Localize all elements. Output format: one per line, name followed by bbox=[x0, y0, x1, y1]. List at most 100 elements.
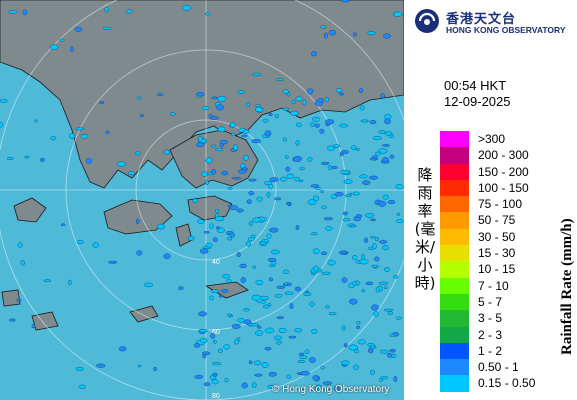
rain-echo bbox=[370, 218, 376, 222]
rain-echo bbox=[379, 240, 388, 244]
legend-label: 0.50 - 1 bbox=[478, 360, 519, 375]
rain-echo bbox=[40, 157, 45, 162]
rain-echo bbox=[317, 98, 325, 103]
rain-echo bbox=[349, 224, 357, 228]
rain-echo bbox=[285, 166, 291, 172]
rain-echo bbox=[324, 305, 330, 309]
rain-echo bbox=[378, 281, 389, 285]
legend-label: 2 - 3 bbox=[478, 327, 503, 342]
rain-echo bbox=[343, 343, 348, 348]
rain-echo bbox=[358, 88, 364, 93]
rain-echo bbox=[331, 165, 338, 170]
rain-echo bbox=[282, 137, 287, 142]
rain-echo bbox=[274, 335, 282, 340]
rain-echo bbox=[237, 169, 248, 174]
rain-echo bbox=[312, 375, 319, 381]
rain-echo bbox=[323, 217, 333, 221]
rain-echo bbox=[246, 199, 252, 204]
rain-echo bbox=[302, 99, 307, 106]
rain-echo bbox=[276, 285, 286, 289]
rain-echo bbox=[307, 157, 313, 162]
rain-echo bbox=[353, 349, 359, 354]
rain-echo bbox=[163, 253, 171, 259]
legend-label: 1 - 2 bbox=[478, 343, 503, 358]
rain-echo bbox=[382, 157, 389, 162]
rain-echo bbox=[365, 281, 374, 286]
rain-echo bbox=[282, 107, 290, 111]
rain-echo bbox=[267, 257, 277, 262]
rain-echo bbox=[384, 308, 394, 312]
rain-echo bbox=[367, 31, 376, 35]
rain-echo bbox=[117, 161, 126, 167]
rain-echo bbox=[104, 7, 110, 13]
rain-echo bbox=[315, 384, 322, 391]
rain-echo bbox=[153, 367, 157, 372]
rain-echo bbox=[156, 223, 165, 230]
rain-echo bbox=[227, 204, 232, 208]
rain-echo bbox=[372, 243, 377, 250]
rain-echo bbox=[50, 44, 59, 50]
rain-echo bbox=[321, 271, 331, 275]
rain-echo bbox=[243, 129, 249, 135]
rain-echo bbox=[255, 279, 264, 286]
rain-echo bbox=[251, 382, 257, 388]
rain-echo bbox=[201, 106, 210, 111]
rain-echo bbox=[231, 132, 236, 137]
rain-echo bbox=[320, 251, 328, 256]
rain-echo bbox=[211, 144, 217, 148]
rain-echo bbox=[213, 339, 217, 344]
legend-label: 7 - 10 bbox=[478, 278, 509, 293]
rain-echo bbox=[295, 96, 303, 102]
rain-echo bbox=[248, 178, 257, 182]
org-name-chinese: 香港天文台 bbox=[446, 12, 517, 27]
rain-echo bbox=[382, 194, 389, 200]
macau bbox=[13, 197, 47, 223]
rain-echo bbox=[34, 119, 39, 123]
radar-map: 40 60 80 © Hong Kong Observatory bbox=[0, 0, 404, 400]
org-name-english: HONG KONG OBSERVATORY bbox=[446, 25, 566, 35]
rain-echo bbox=[298, 352, 305, 356]
rain-echo bbox=[342, 218, 351, 222]
rain-echo bbox=[334, 192, 344, 197]
rain-echo bbox=[284, 282, 288, 286]
legend-swatch bbox=[440, 326, 469, 343]
rain-echo bbox=[359, 174, 368, 179]
rain-echo bbox=[312, 265, 319, 272]
legend-swatch bbox=[440, 147, 469, 164]
legend-label: 5 - 7 bbox=[478, 294, 503, 309]
rain-echo bbox=[352, 191, 360, 196]
rain-echo bbox=[255, 104, 262, 108]
rain-echo bbox=[215, 226, 221, 230]
rain-echo bbox=[50, 136, 57, 141]
rain-echo bbox=[288, 335, 297, 339]
legend-label: 0.15 - 0.50 bbox=[478, 376, 536, 391]
rain-echo bbox=[343, 179, 353, 184]
rain-echo bbox=[321, 205, 327, 210]
rain-echo bbox=[370, 235, 376, 239]
rain-echo bbox=[278, 327, 287, 334]
rain-echo bbox=[341, 0, 350, 3]
rain-echo bbox=[198, 329, 208, 333]
rain-echo bbox=[340, 150, 349, 154]
rain-echo bbox=[31, 324, 36, 329]
rain-echo bbox=[226, 230, 234, 236]
rain-echo bbox=[393, 11, 403, 17]
rain-echo bbox=[202, 351, 211, 355]
rain-echo bbox=[85, 158, 92, 164]
rain-echo bbox=[221, 170, 228, 176]
rain-echo bbox=[303, 292, 312, 296]
legend-label: 150 - 200 bbox=[478, 164, 529, 179]
rain-echo bbox=[227, 186, 233, 190]
rain-echo bbox=[251, 294, 261, 301]
rain-echo bbox=[267, 384, 276, 389]
rain-echo bbox=[360, 119, 369, 123]
rain-echo bbox=[295, 225, 300, 230]
rain-echo bbox=[7, 156, 14, 160]
rain-echo bbox=[218, 294, 224, 298]
rain-echo bbox=[219, 140, 228, 145]
rain-echo bbox=[241, 134, 248, 138]
rain-echo bbox=[340, 360, 350, 365]
rain-echo bbox=[306, 88, 314, 95]
rain-echo bbox=[217, 96, 227, 102]
rain-echo bbox=[135, 218, 140, 225]
